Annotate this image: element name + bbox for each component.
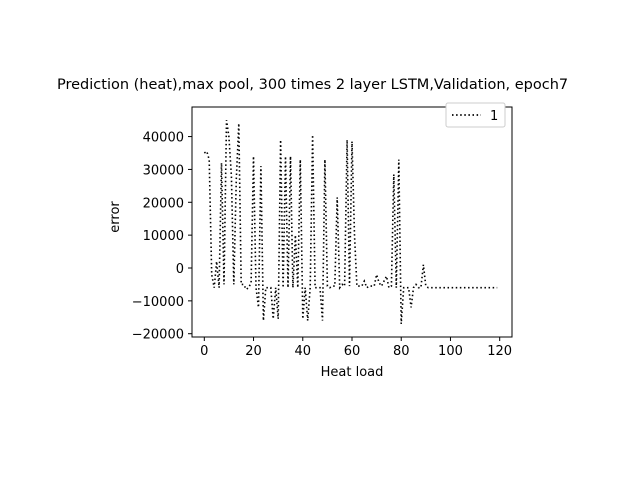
x-tick-label: 80 (393, 344, 410, 359)
x-tick-label: 20 (245, 344, 262, 359)
y-tick-label: 30000 (143, 163, 184, 178)
x-axis-label: Heat load (321, 365, 384, 380)
series-layer (203, 119, 498, 324)
x-tick-label: 40 (294, 344, 311, 359)
x-axis: 0 20 40 60 80 100 120 (200, 337, 512, 359)
y-tick-label: 20000 (143, 196, 184, 211)
y-axis-label: error (108, 201, 123, 233)
legend-label: 1 (490, 109, 498, 124)
y-tick-label: 10000 (143, 229, 184, 244)
x-tick-label: 120 (487, 344, 512, 359)
y-axis: −20000 −10000 0 10000 20000 30000 40000 (132, 131, 192, 343)
y-tick-label: 40000 (143, 131, 184, 146)
x-tick-label: 0 (200, 344, 208, 359)
y-tick-label: −10000 (132, 295, 184, 310)
legend-box (445, 102, 506, 128)
legend: 1 (445, 102, 506, 128)
chart-title: Prediction (heat),max pool, 300 times 2 … (57, 77, 568, 93)
plot-area (191, 106, 513, 338)
y-tick-label: 0 (176, 262, 184, 277)
x-tick-label: 100 (438, 344, 463, 359)
x-tick-label: 60 (344, 344, 361, 359)
series-line-1 (203, 119, 498, 324)
y-tick-label: −20000 (132, 328, 184, 343)
